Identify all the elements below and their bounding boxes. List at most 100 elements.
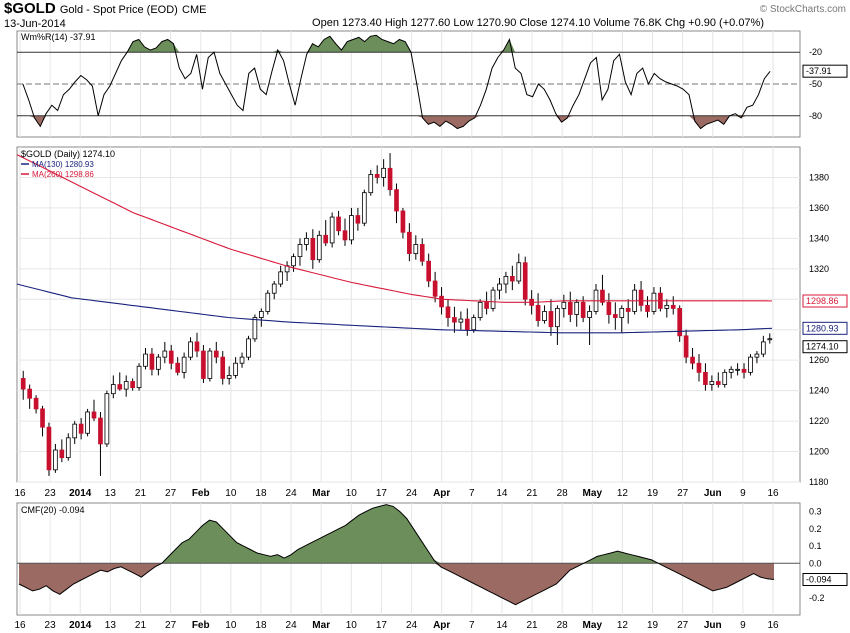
wmr-overbought-fill <box>22 35 771 53</box>
cmf-x-tick: 21 <box>135 620 147 631</box>
candle-down <box>117 384 123 390</box>
candle-up <box>85 411 90 434</box>
candle-down <box>522 262 528 300</box>
candle-down <box>220 356 226 379</box>
cmf-line <box>18 504 775 606</box>
candle-down <box>175 362 181 373</box>
candle-down <box>27 388 32 399</box>
exchange-label: CME <box>182 4 207 16</box>
price-last-value: 1274.10 <box>806 342 839 352</box>
candle-down <box>567 301 573 315</box>
candle-up <box>143 353 148 367</box>
cmf-x-tick: 2014 <box>69 620 92 631</box>
cmf-title: CMF(20) -0.094 <box>21 505 85 515</box>
candle-up <box>316 234 322 261</box>
candle-down <box>677 308 683 337</box>
candle-up <box>123 381 129 390</box>
candle-down <box>355 215 361 224</box>
candle-up <box>136 365 142 388</box>
candle-down <box>439 295 444 308</box>
price-x-tick: 27 <box>677 488 689 499</box>
candle-down <box>407 231 412 254</box>
candle-up <box>542 311 547 321</box>
candle-up <box>304 237 309 245</box>
candle-down <box>612 314 618 318</box>
candle-up <box>651 292 657 312</box>
cmf-x-tick: 9 <box>740 620 746 631</box>
price-y-tick: 1360 <box>809 203 829 213</box>
cmf-x-tick: 23 <box>45 620 57 631</box>
price-x-tick: 10 <box>346 488 358 499</box>
candle-down <box>510 276 515 282</box>
ma260-legend-label: MA(260) 1298.86 <box>32 170 94 179</box>
ma130-legend-label: MA(130) 1280.93 <box>32 160 94 169</box>
wmr-y-tick: -50 <box>809 79 822 89</box>
candle-down <box>484 301 489 309</box>
price-y-tick: 1260 <box>809 355 829 365</box>
ma130-last-value: 1280.93 <box>806 323 839 333</box>
candle-up <box>207 350 213 379</box>
cmf-x-tick: 17 <box>376 620 388 631</box>
candle-up <box>162 350 168 358</box>
cmf-x-tick: 28 <box>557 620 569 631</box>
wmr-last-value-box <box>802 64 848 78</box>
candle-down <box>91 411 97 419</box>
wmr-y-tick: -80 <box>809 111 822 121</box>
price-x-tick: 16 <box>14 488 26 499</box>
price-x-tick: 24 <box>406 488 418 499</box>
candle-down <box>432 280 438 297</box>
cmf-x-tick: 12 <box>617 620 629 631</box>
cmf-x-tick: 16 <box>767 620 779 631</box>
candle-up <box>72 423 78 439</box>
ma-260-line <box>16 154 773 303</box>
candle-down <box>625 308 631 312</box>
candle-up <box>503 276 509 285</box>
ma130-last-value-box <box>802 321 848 335</box>
price-x-tick: 9 <box>740 488 746 499</box>
cmf-x-tick: 13 <box>105 620 117 631</box>
cmf-y-tick: 0.1 <box>809 541 822 551</box>
candle-up <box>735 368 740 371</box>
cmf-x-tick: 14 <box>496 620 508 631</box>
candle-down <box>20 378 26 390</box>
candle-up <box>561 301 567 309</box>
candle-up <box>761 341 766 355</box>
candle-down <box>149 353 155 370</box>
candle-up <box>413 244 419 254</box>
candle-up <box>477 301 483 318</box>
cmf-y-tick: 0.2 <box>809 524 822 534</box>
price-y-tick: 1220 <box>809 416 829 426</box>
candle-up <box>722 371 728 385</box>
candle-up <box>516 262 522 282</box>
candle-down <box>98 417 103 445</box>
candle-up <box>329 216 335 244</box>
candle-up <box>233 362 238 376</box>
candle-down <box>419 244 425 262</box>
candle-down <box>40 408 45 428</box>
candle-down <box>310 237 316 261</box>
candle-up <box>458 318 464 323</box>
cmf-x-tick: Jun <box>704 620 722 631</box>
candle-down <box>194 341 200 352</box>
candle-up <box>497 283 502 291</box>
price-y-tick: 1180 <box>809 477 828 487</box>
candle-down <box>130 381 135 388</box>
cmf-x-tick: 27 <box>677 620 689 631</box>
price-y-tick: 1240 <box>809 386 829 396</box>
candle-up <box>709 381 715 385</box>
candle-up <box>381 167 386 178</box>
cmf-x-tick: 16 <box>14 620 26 631</box>
candle-up <box>767 338 773 341</box>
candle-up <box>728 368 734 373</box>
cmf-x-tick: 19 <box>647 620 659 631</box>
candle-down <box>638 289 644 306</box>
candle-up <box>278 271 283 285</box>
candle-down <box>374 174 380 178</box>
candle-up <box>252 317 258 340</box>
candle-up <box>291 256 296 267</box>
cmf-negative-fill <box>19 563 774 605</box>
price-x-tick: 14 <box>496 488 508 499</box>
price-y-tick: 1340 <box>809 233 829 243</box>
price-x-tick: 10 <box>225 488 237 499</box>
